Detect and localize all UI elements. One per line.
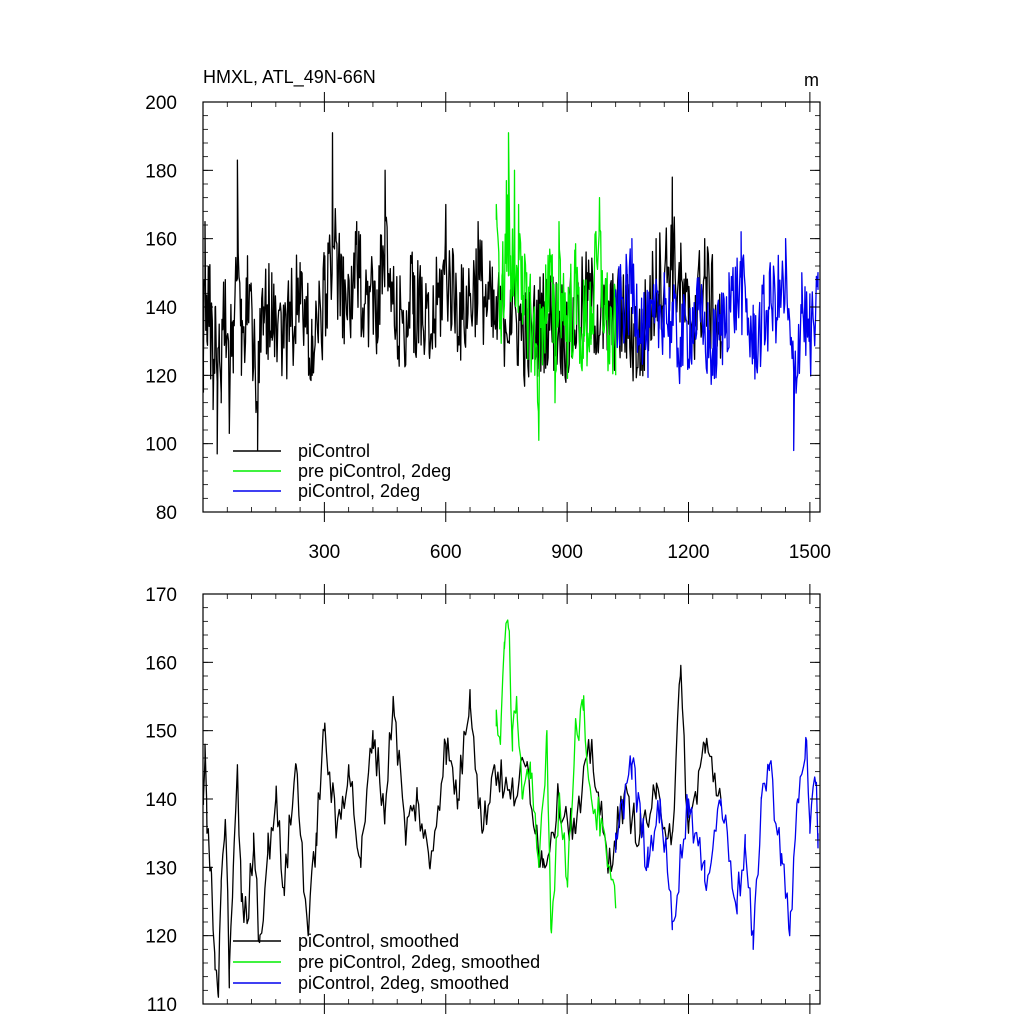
y-tick-label: 140 bbox=[145, 298, 177, 319]
top-legend: piControl pre piControl, 2deg piControl,… bbox=[233, 441, 451, 501]
y-tick-label: 80 bbox=[156, 503, 177, 524]
series-line-picontrol bbox=[202, 132, 722, 455]
series-line-picontrol-2deg bbox=[615, 231, 819, 452]
series-line-pre-picontrol-2deg bbox=[495, 132, 617, 441]
top-axis-ticks: 80 100 120 140 160 180 200 300 600 900 1200 1500 bbox=[145, 92, 831, 563]
top-series-lines bbox=[202, 132, 819, 455]
y-tick-label: 160 bbox=[145, 653, 177, 674]
y-tick-label: 150 bbox=[145, 722, 177, 743]
y-tick-label: 130 bbox=[145, 858, 177, 879]
series-line-picontrol-2deg-smoothed bbox=[615, 736, 819, 950]
x-tick-label: 1200 bbox=[667, 542, 709, 563]
top-panel: HMXL, ATL_49N-66N m 80 100 120 140 160 180 200… bbox=[145, 67, 831, 563]
series-line-picontrol-smoothed bbox=[202, 664, 722, 998]
y-tick-label: 170 bbox=[145, 585, 177, 606]
y-tick-label: 140 bbox=[145, 790, 177, 811]
legend-label-picontrol-2deg-smoothed: piControl, 2deg, smoothed bbox=[298, 973, 509, 993]
legend-label-picontrol-smoothed: piControl, smoothed bbox=[298, 931, 459, 951]
y-tick-label: 120 bbox=[145, 366, 177, 387]
series-line-pre-picontrol-2deg-smoothed bbox=[495, 619, 617, 934]
x-tick-label: 1500 bbox=[789, 542, 831, 563]
y-tick-label: 110 bbox=[147, 995, 177, 1016]
legend-label-picontrol-2deg: piControl, 2deg bbox=[298, 481, 420, 501]
y-tick-label: 100 bbox=[145, 435, 177, 456]
bottom-legend: piControl, smoothed pre piControl, 2deg,… bbox=[233, 931, 540, 993]
y-tick-label: 180 bbox=[145, 161, 177, 182]
x-tick-label: 900 bbox=[551, 542, 583, 563]
x-tick-label: 600 bbox=[430, 542, 462, 563]
bottom-plot-frame bbox=[202, 593, 821, 1005]
bottom-series-lines bbox=[202, 619, 819, 998]
x-tick-label: 300 bbox=[309, 542, 341, 563]
bottom-axis-ticks: 110 120 130 140 150 160 170 bbox=[145, 584, 820, 1016]
bottom-panel: 110 120 130 140 150 160 170 bbox=[145, 584, 821, 1016]
y-tick-label: 200 bbox=[145, 93, 177, 114]
units-label: m bbox=[804, 70, 819, 90]
y-tick-label: 160 bbox=[145, 230, 177, 251]
figure-title: HMXL, ATL_49N-66N bbox=[203, 67, 376, 88]
legend-label-picontrol: piControl bbox=[298, 441, 370, 461]
y-tick-label: 120 bbox=[145, 927, 177, 948]
legend-label-pre-picontrol-2deg: pre piControl, 2deg bbox=[298, 461, 451, 481]
legend-label-pre-picontrol-2deg-smoothed: pre piControl, 2deg, smoothed bbox=[298, 952, 540, 972]
